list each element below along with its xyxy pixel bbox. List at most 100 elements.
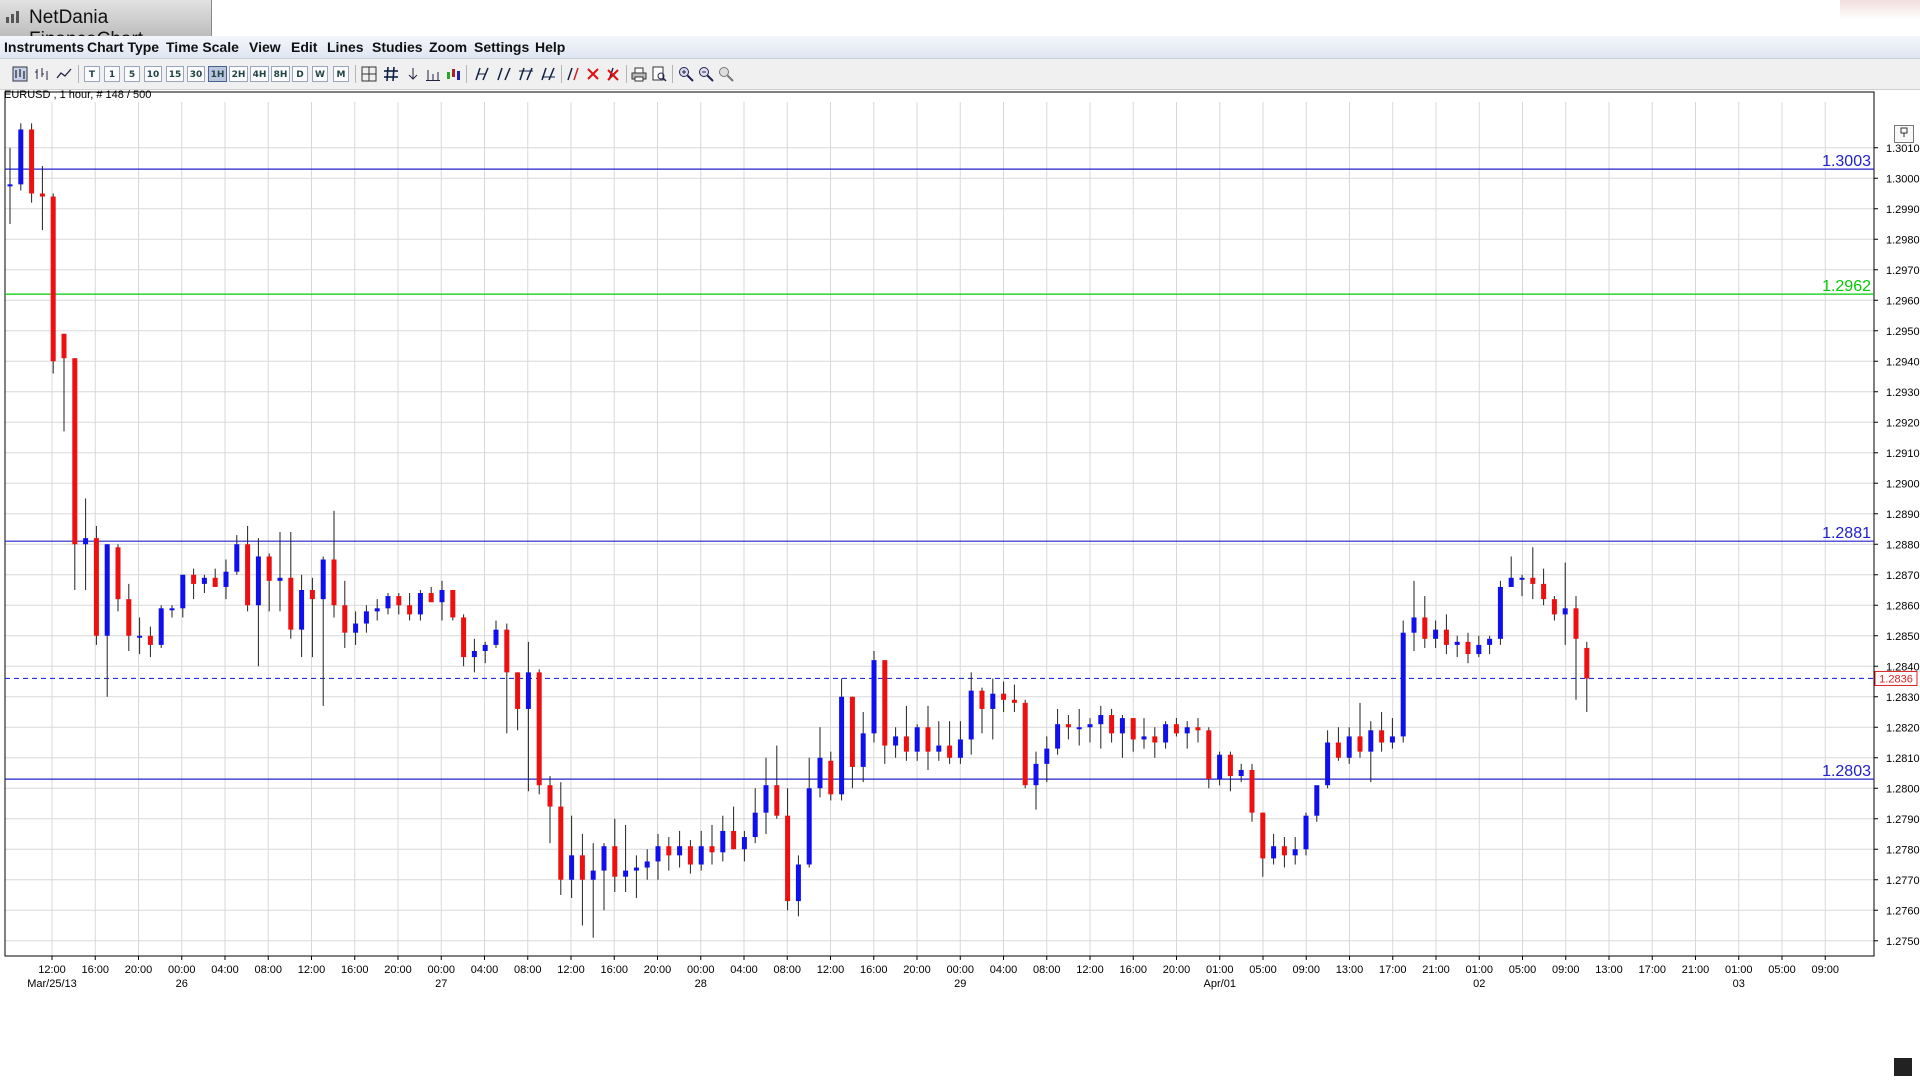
menu-chart-type[interactable]: Chart Type (87, 39, 160, 55)
gann-fan-icon[interactable] (540, 66, 556, 82)
candlestick-chart[interactable]: 1.3003 1.2962 1.2881 1.2803 1.3010 1.3000 1.2… (0, 90, 1920, 1000)
zoom-reset-icon[interactable] (718, 66, 734, 82)
x-tick-date-label: 28 (695, 978, 707, 990)
timescale-week-button[interactable]: W (312, 66, 328, 82)
bearish-candle (1227, 754, 1233, 777)
x-tick-time-label: 13:00 (1595, 964, 1623, 976)
plot-border (4, 91, 1875, 957)
print-preview-icon[interactable] (651, 66, 667, 82)
line-chart-icon[interactable] (56, 66, 72, 82)
menu-time-scale[interactable]: Time Scale (166, 39, 239, 55)
x-tick-time-label: 00:00 (427, 964, 455, 976)
y-tick-label: 1.2830 (1886, 692, 1920, 704)
bullish-candle (968, 690, 974, 740)
bullish-candle (817, 757, 823, 789)
bearish-candle (504, 629, 510, 673)
x-tick-time-label: 21:00 (1682, 964, 1710, 976)
crosshair-icon[interactable] (361, 66, 377, 82)
delete-line-icon[interactable] (585, 66, 601, 82)
window-titlebar: NetDania FinanceChart (0, 0, 1920, 50)
menu-view[interactable]: View (249, 39, 281, 55)
bullish-candle (601, 846, 607, 871)
x-axis: 12:00 Mar/25/13 16:00 20:00 00:00 26 04:00 08:0… (27, 956, 1839, 990)
timescale-month-button[interactable]: M (333, 66, 349, 82)
timescale-1m-button[interactable]: 1 (104, 66, 120, 82)
timescale-8h-button[interactable]: 8H (271, 66, 290, 82)
chart-window-icon[interactable] (12, 66, 28, 82)
menu-zoom[interactable]: Zoom (429, 39, 468, 55)
timescale-tick-button[interactable]: T (84, 66, 100, 82)
fibonacci-icon[interactable] (518, 66, 534, 82)
menu-help[interactable]: Help (535, 39, 566, 55)
delete-all-lines-icon[interactable] (605, 66, 621, 82)
toolbar-separator (561, 65, 562, 83)
timescale-2h-button[interactable]: 2H (229, 66, 248, 82)
print-icon[interactable] (631, 66, 647, 82)
menu-instruments[interactable]: Instruments (4, 39, 85, 55)
bar-chart-icon[interactable] (34, 66, 50, 82)
y-tick-label: 1.2790 (1886, 814, 1920, 826)
bullish-candle (936, 745, 942, 752)
bullish-candle (223, 571, 229, 587)
timescale-5m-button[interactable]: 5 (124, 66, 140, 82)
level-label: 1.2962 (1822, 278, 1871, 295)
menu-studies[interactable]: Studies (372, 39, 423, 55)
app-title-tab[interactable]: NetDania FinanceChart (0, 0, 212, 50)
volume-icon[interactable] (425, 66, 441, 82)
y-tick-label: 1.2820 (1886, 722, 1920, 734)
x-tick-time-label: 01:00 (1725, 964, 1753, 976)
y-tick-label: 1.2890 (1886, 509, 1920, 521)
channel-icon[interactable] (496, 66, 512, 82)
price-chart[interactable]: 1.3003 1.2962 1.2881 1.2803 1.3010 1.3000 1.2… (0, 90, 1920, 1000)
x-tick-time-label: 12:00 (817, 964, 845, 976)
toolbar-separator (78, 65, 79, 83)
bearish-candle (191, 574, 197, 584)
bullish-candle (1400, 632, 1406, 737)
trendline-icon[interactable] (474, 66, 490, 82)
bearish-candle (1530, 577, 1536, 584)
bearish-candle (947, 745, 953, 758)
x-tick-time-label: 00:00 (946, 964, 974, 976)
x-tick-time-label: 20:00 (125, 964, 153, 976)
bearish-candle (50, 196, 56, 362)
toolbar-separator (355, 65, 356, 83)
menu-edit[interactable]: Edit (291, 39, 318, 55)
x-tick-date-label: 26 (176, 978, 188, 990)
grid-icon[interactable] (383, 66, 399, 82)
timescale-30m-button[interactable]: 30 (187, 66, 205, 82)
window-close-area[interactable] (1840, 0, 1920, 20)
bullish-candle (741, 837, 747, 850)
timescale-4h-button[interactable]: 4H (250, 66, 269, 82)
bullish-candle (990, 693, 996, 709)
y-tick-label: 1.2800 (1886, 783, 1920, 795)
y-tick-label: 1.2770 (1886, 875, 1920, 887)
arrow-down-icon[interactable] (405, 66, 421, 82)
timescale-1h-button[interactable]: 1H (208, 66, 227, 82)
timescale-10m-button[interactable]: 10 (144, 66, 162, 82)
x-tick-time-label: 01:00 (1206, 964, 1234, 976)
bearish-candle (1195, 727, 1201, 731)
menu-settings[interactable]: Settings (474, 39, 530, 55)
x-tick-time-label: 20:00 (644, 964, 672, 976)
zoom-in-icon[interactable] (678, 66, 694, 82)
bullish-candle (201, 577, 207, 584)
bullish-candle (7, 184, 13, 187)
timescale-15m-button[interactable]: 15 (166, 66, 184, 82)
bullish-candle (839, 696, 845, 795)
edit-lines-icon[interactable] (565, 66, 581, 82)
bullish-candle (806, 788, 812, 865)
timescale-day-button[interactable]: D (292, 66, 308, 82)
pin-panel-button[interactable] (1894, 125, 1914, 143)
level-label: 1.3003 (1822, 153, 1871, 170)
candlestick-icon[interactable] (445, 66, 461, 82)
menu-lines[interactable]: Lines (327, 39, 364, 55)
x-tick-time-label: 01:00 (1465, 964, 1493, 976)
horizontal-lines: 1.3003 1.2962 1.2881 1.2803 (5, 153, 1874, 780)
x-tick-date-label: 27 (435, 978, 447, 990)
x-tick-time-label: 04:00 (211, 964, 239, 976)
zoom-out-icon[interactable] (698, 66, 714, 82)
x-tick-time-label: 20:00 (1163, 964, 1191, 976)
bullish-candle (169, 608, 175, 611)
bearish-candle (1130, 718, 1136, 740)
resize-handle[interactable] (1894, 1058, 1912, 1076)
